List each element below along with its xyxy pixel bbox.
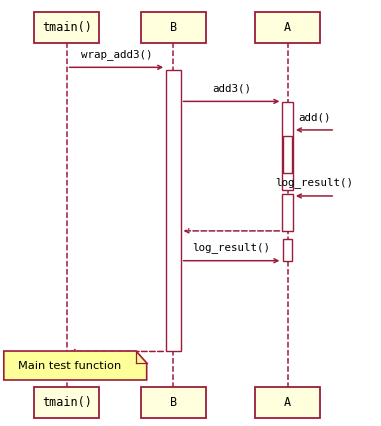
Text: tmain(): tmain(): [42, 396, 91, 409]
Bar: [34, 12, 99, 43]
Text: A: A: [284, 21, 291, 34]
Text: log_result(): log_result(): [275, 177, 353, 188]
Text: tmain(): tmain(): [42, 21, 91, 34]
Text: A: A: [284, 396, 291, 409]
Text: log_result(): log_result(): [192, 242, 271, 253]
Bar: [282, 102, 293, 190]
Text: Main test function: Main test function: [18, 360, 122, 371]
Polygon shape: [4, 351, 147, 380]
Bar: [255, 12, 320, 43]
Bar: [283, 136, 292, 173]
Bar: [282, 194, 293, 231]
Text: wrap_add3(): wrap_add3(): [81, 49, 152, 60]
Text: B: B: [170, 21, 177, 34]
Bar: [283, 239, 292, 261]
Bar: [255, 387, 320, 418]
Bar: [34, 387, 99, 418]
Bar: [166, 70, 181, 351]
Text: add3(): add3(): [212, 84, 251, 94]
Text: B: B: [170, 396, 177, 409]
Bar: [141, 12, 206, 43]
Text: add(): add(): [298, 112, 330, 122]
Bar: [141, 387, 206, 418]
